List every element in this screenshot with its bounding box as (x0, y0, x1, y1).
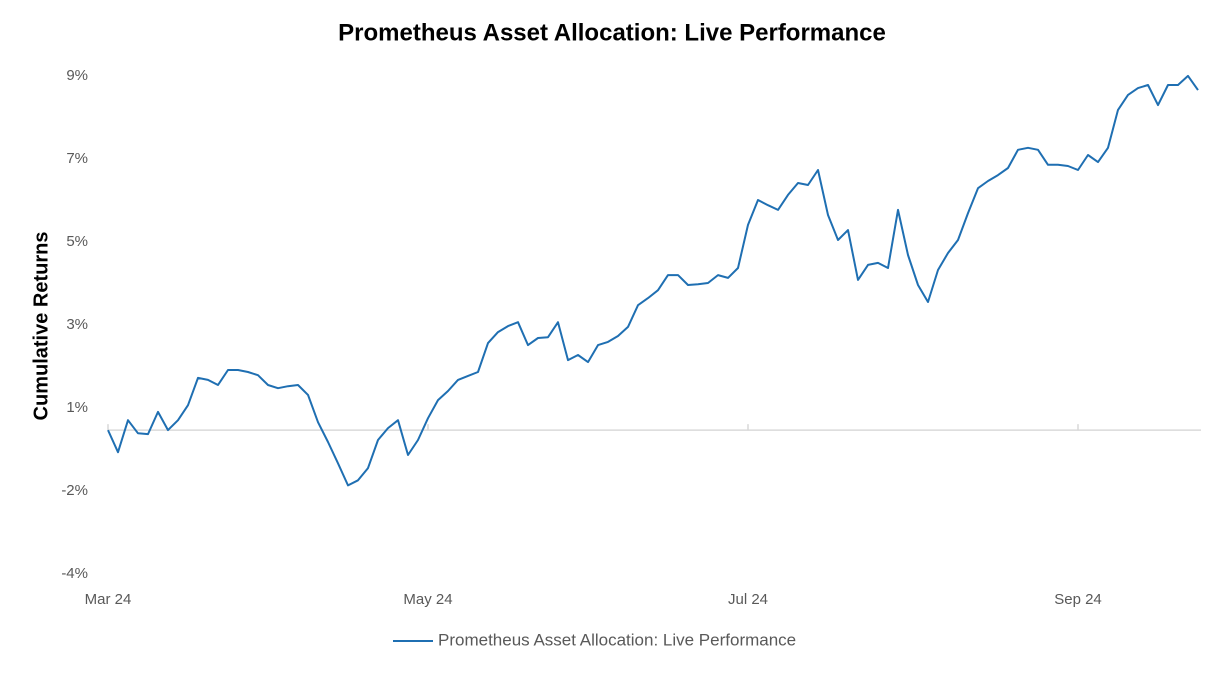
x-tick-label: Mar 24 (85, 591, 132, 608)
chart-title: Prometheus Asset Allocation: Live Perfor… (338, 19, 886, 46)
y-tick-label: 1% (66, 399, 88, 416)
x-tick-label: Sep 24 (1054, 591, 1102, 608)
y-axis-label: Cumulative Returns (30, 232, 52, 421)
y-tick-label: -2% (61, 482, 88, 499)
x-tick-label: May 24 (403, 591, 452, 608)
y-tick-label: 5% (66, 233, 88, 250)
x-tick-label: Jul 24 (728, 591, 768, 608)
y-tick-label: -4% (61, 565, 88, 582)
legend-label: Prometheus Asset Allocation: Live Perfor… (438, 630, 796, 649)
y-tick-label: 9% (66, 67, 88, 84)
y-tick-label: 7% (66, 150, 88, 167)
line-series (107, 74, 1199, 487)
y-tick-label: 3% (66, 316, 88, 333)
